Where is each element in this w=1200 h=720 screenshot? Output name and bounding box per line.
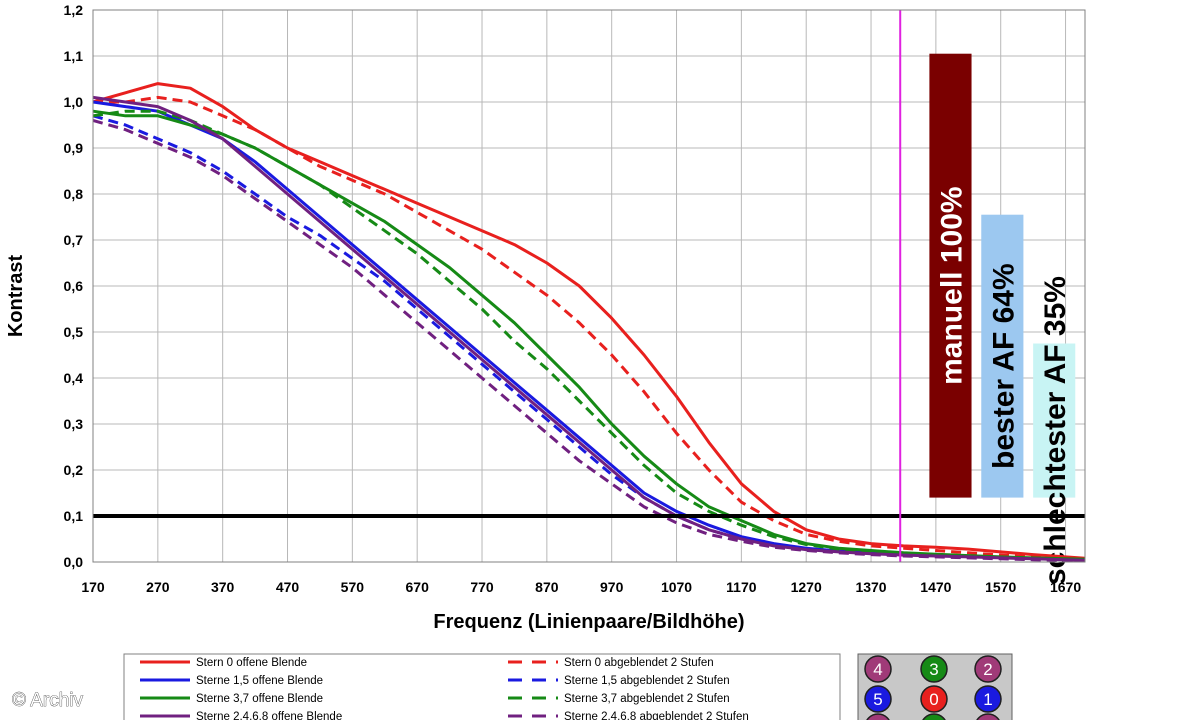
x-tick-label: 1670 (1050, 579, 1081, 595)
x-tick-label: 1270 (791, 579, 822, 595)
legend-label: Sterne 2,4,6,8 offene Blende (196, 711, 342, 720)
x-tick-label: 370 (211, 579, 235, 595)
y-tick-label: 1,1 (64, 48, 84, 64)
y-tick-label: 0,5 (64, 324, 84, 340)
series-line (92, 95, 1086, 562)
x-tick-label: 770 (470, 579, 494, 595)
star-marker (920, 685, 948, 713)
x-tick-label: 170 (81, 579, 105, 595)
x-tick-label: 1070 (661, 579, 692, 595)
star-marker (864, 655, 892, 683)
legend-label: Sterne 2,4,6,8 abgeblendet 2 Stufen (564, 711, 749, 720)
y-tick-label: 0,2 (64, 462, 84, 478)
star-marker-number: 4 (873, 660, 882, 679)
legend-label: Sterne 3,7 abgeblendet 2 Stufen (564, 693, 730, 705)
legend-box (123, 653, 841, 720)
legend-label: Sterne 1,5 offene Blende (196, 675, 323, 687)
star-marker-panel: 4 3 2 5 0 1 (857, 653, 1013, 720)
af-bar (1033, 343, 1076, 498)
y-tick-label: 0,1 (64, 508, 84, 524)
y-tick-label: 1,2 (64, 2, 84, 18)
bar-label: schlechtester AF 35% (1039, 276, 1072, 585)
y-tick-label: 1,0 (64, 94, 84, 110)
bar-label: bester AF 64% (987, 263, 1020, 469)
x-axis-title: Frequenz (Linienpaare/Bildhöhe) (433, 611, 744, 633)
series-lines (92, 82, 1086, 563)
legend-label: Sterne 1,5 abgeblendet 2 Stufen (564, 675, 730, 687)
star-marker-number: 2 (983, 660, 992, 679)
x-tick-label: 570 (341, 579, 365, 595)
x-tick-labels: 170 270 370 470 570 670 770 870 970 1070 1170 1270 1… (81, 579, 1081, 595)
y-tick-label: 0,0 (64, 554, 84, 570)
af-bar (981, 214, 1024, 498)
legend-label: Stern 0 abgeblendet 2 Stufen (564, 657, 714, 669)
x-tick-label: 1470 (920, 579, 951, 595)
series-line (92, 82, 1086, 560)
y-tick-label: 0,3 (64, 416, 84, 432)
legend: Stern 0 offene Blende Stern 0 abgeblendet… (123, 653, 841, 720)
star-marker-number: 5 (873, 690, 882, 709)
x-tick-label: 1170 (726, 579, 757, 595)
x-tick-label: 870 (535, 579, 559, 595)
star-marker (864, 685, 892, 713)
plot-frame (92, 9, 1086, 563)
x-tick-label: 270 (146, 579, 170, 595)
star-marker-partial (976, 713, 1000, 720)
x-tick-label: 1570 (985, 579, 1016, 595)
star-marker (974, 655, 1002, 683)
y-tick-label: 0,8 (64, 186, 84, 202)
star-marker-number: 1 (983, 690, 992, 709)
legend-label: Sterne 3,7 offene Blende (196, 693, 323, 705)
x-tick-label: 470 (276, 579, 300, 595)
copyright-watermark: © Archiv (12, 690, 84, 711)
star-marker-number: 0 (929, 690, 938, 709)
bar-group: manuell 100% bester AF 64% schlechtester A… (929, 53, 1076, 585)
star-marker-partial (866, 713, 890, 720)
bar-label: manuell 100% (935, 186, 968, 384)
y-tick-label: 0,9 (64, 140, 84, 156)
star-marker-partial (922, 713, 946, 720)
y-tick-label: 0,6 (64, 278, 84, 294)
y-tick-label: 0,4 (64, 370, 84, 386)
star-marker (974, 685, 1002, 713)
y-tick-label: 0,7 (64, 232, 84, 248)
x-tick-label: 1370 (855, 579, 886, 595)
x-tick-label: 670 (406, 579, 430, 595)
af-bar (929, 53, 972, 498)
legend-label: Stern 0 offene Blende (196, 657, 307, 669)
y-axis-title: Kontrast (5, 255, 27, 338)
star-marker (920, 655, 948, 683)
y-tick-labels: 0,0 0,1 0,2 0,3 0,4 0,5 0,6 0,7 0,8 0,9 1,0 1,1 1,2 (64, 2, 84, 570)
x-tick-label: 970 (600, 579, 624, 595)
star-marker-number: 3 (929, 660, 938, 679)
series-line (92, 114, 1086, 562)
